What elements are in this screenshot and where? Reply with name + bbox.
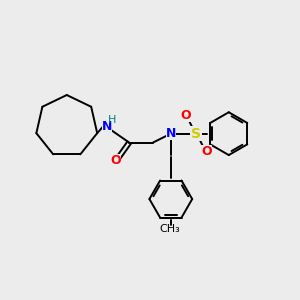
Text: N: N xyxy=(166,127,176,140)
Text: O: O xyxy=(110,154,121,167)
Text: H: H xyxy=(108,115,116,125)
Text: S: S xyxy=(191,127,201,141)
Text: N: N xyxy=(102,120,112,133)
Text: CH₃: CH₃ xyxy=(159,224,180,234)
Text: O: O xyxy=(180,109,191,122)
Text: O: O xyxy=(201,145,212,158)
